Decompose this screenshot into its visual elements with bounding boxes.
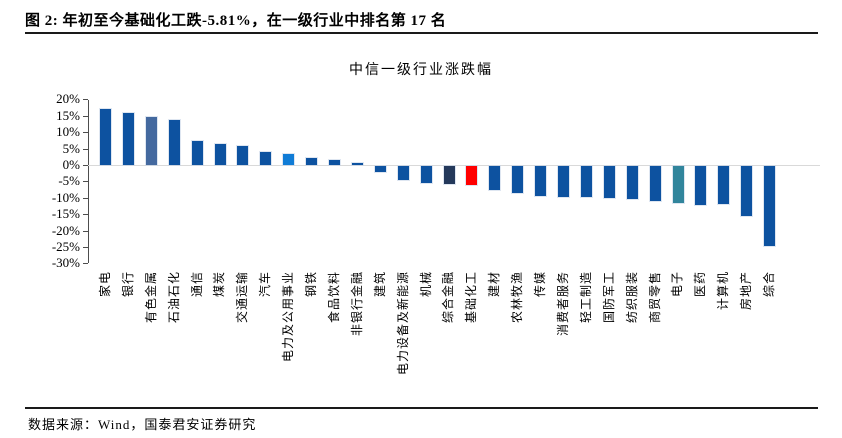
y-tick-mark xyxy=(83,230,88,232)
x-category-label-text: 钢铁 xyxy=(304,271,319,298)
x-category-label-text: 建筑 xyxy=(372,271,387,298)
bar xyxy=(283,153,295,165)
x-category-label-text: 电力设备及新能源 xyxy=(395,271,410,376)
bar xyxy=(512,166,524,193)
y-tick-mark xyxy=(83,99,88,101)
bar xyxy=(718,166,730,204)
x-category-label-text: 计算机 xyxy=(716,271,731,311)
bar xyxy=(672,166,684,204)
x-category-label-text: 商贸零售 xyxy=(647,271,662,324)
y-tick-label: -20% xyxy=(51,222,80,238)
x-category-label-text: 电力及公用事业 xyxy=(281,271,296,363)
bar xyxy=(420,166,432,184)
bar xyxy=(489,166,501,190)
y-tick-mark xyxy=(83,247,88,248)
x-category-label-text: 建材 xyxy=(487,271,502,298)
y-tick-label: 5% xyxy=(62,140,80,156)
bar xyxy=(122,112,134,165)
bar xyxy=(329,159,340,165)
bar xyxy=(214,143,226,165)
bar xyxy=(145,117,157,165)
x-category-label-text: 食品饮料 xyxy=(327,271,341,324)
y-tick-label: -10% xyxy=(51,189,80,205)
bar xyxy=(397,166,409,181)
bar xyxy=(603,166,615,199)
bar xyxy=(764,166,776,247)
y-tick-label: -15% xyxy=(51,206,80,222)
x-category-label-text: 房地产 xyxy=(739,271,754,311)
x-category-label-text: 国防军工 xyxy=(601,271,616,324)
title-divider xyxy=(25,32,818,34)
y-tick-mark xyxy=(83,214,88,216)
x-category-label-text: 非银行金融 xyxy=(349,271,364,337)
x-category-label-text: 传媒 xyxy=(533,271,548,298)
y-tick-label: 10% xyxy=(56,124,80,140)
bar xyxy=(535,166,547,197)
bar xyxy=(466,166,478,186)
y-tick-mark xyxy=(83,197,88,199)
bar xyxy=(443,166,455,185)
y-tick-mark xyxy=(83,181,88,183)
zero-baseline xyxy=(88,165,820,166)
footer-divider xyxy=(25,407,818,409)
x-category-label-text: 纺织服装 xyxy=(624,271,639,324)
x-category-label-text: 消费者服务 xyxy=(556,271,570,337)
x-category-label-text: 汽车 xyxy=(258,271,273,298)
x-category-label-text: 石油石化 xyxy=(166,271,181,324)
bar xyxy=(626,166,638,199)
y-tick-label: -30% xyxy=(51,255,80,271)
x-category-label-text: 煤炭 xyxy=(212,271,227,298)
y-axis-line xyxy=(88,100,89,264)
x-category-label-text: 有色金属 xyxy=(143,271,158,324)
bar xyxy=(237,145,249,165)
bar xyxy=(580,166,592,198)
bar xyxy=(168,120,180,165)
x-category-label-text: 综合金融 xyxy=(441,271,456,324)
bar xyxy=(191,141,203,165)
x-category-label-text: 交通运输 xyxy=(235,271,250,324)
y-tick-label: -5% xyxy=(58,173,80,189)
y-tick-mark xyxy=(83,165,88,166)
x-category-label-text: 综合 xyxy=(762,271,777,298)
bar xyxy=(558,166,569,197)
y-tick-mark xyxy=(83,148,88,150)
data-source: 数据来源：Wind，国泰君安证券研究 xyxy=(28,417,257,432)
bar xyxy=(741,166,753,217)
y-tick-mark xyxy=(83,132,88,134)
bar xyxy=(374,166,386,173)
y-tick-mark xyxy=(83,263,88,265)
bar xyxy=(100,109,111,165)
y-tick-label: 20% xyxy=(56,91,80,107)
figure-caption: 图 2: 年初至今基础化工跌-5.81%，在一级行业中排名第 17 名 xyxy=(25,13,447,29)
x-category-label-text: 基础化工 xyxy=(464,271,479,324)
y-tick-label: 15% xyxy=(56,107,80,123)
chart-title: 中信一级行业涨跌幅 xyxy=(349,63,493,78)
bar xyxy=(695,166,707,206)
bar xyxy=(649,166,661,201)
x-category-label-text: 轻工制造 xyxy=(578,271,593,324)
bar xyxy=(306,158,318,165)
x-category-label-text: 通信 xyxy=(189,271,204,298)
y-tick-mark xyxy=(83,115,88,117)
bar xyxy=(260,151,272,165)
x-category-label-text: 机械 xyxy=(418,271,433,298)
x-category-label-text: 电子 xyxy=(670,271,685,298)
y-tick-label: -25% xyxy=(51,239,80,254)
x-category-label-text: 银行 xyxy=(120,271,135,298)
y-tick-label: 0% xyxy=(62,157,80,172)
x-category-label-text: 农林牧渔 xyxy=(510,271,525,324)
x-category-label-text: 家电 xyxy=(98,271,112,298)
x-category-label-text: 医药 xyxy=(693,271,708,298)
bar xyxy=(351,163,363,165)
